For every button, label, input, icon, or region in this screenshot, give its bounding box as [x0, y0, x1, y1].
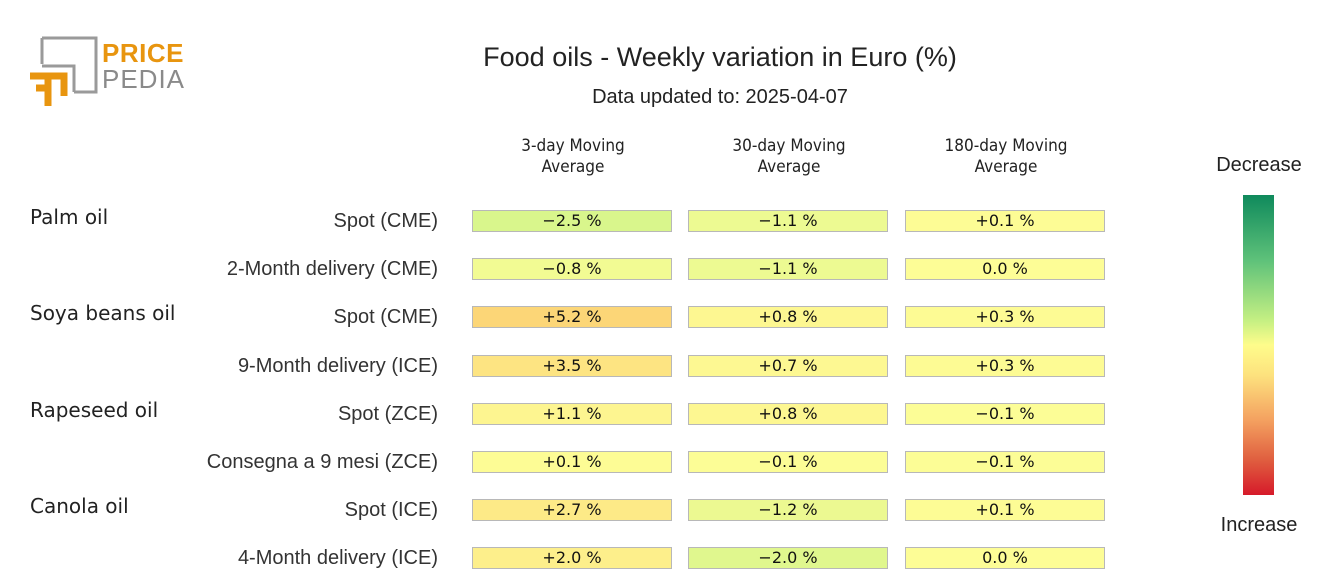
row-label: Spot (ZCE): [337, 402, 438, 425]
scale-label-increase: Increase: [1220, 514, 1298, 536]
pricepedia-logo: PRICE PEDIA: [28, 36, 188, 110]
heatmap-cell: +1.1 %: [472, 402, 672, 425]
group-label: Palm oil: [30, 205, 109, 229]
heatmap-cell: +0.8 %: [688, 402, 888, 425]
logo-wordmark: PRICE PEDIA: [102, 40, 185, 92]
color-scale-bar: [1243, 195, 1274, 495]
chart-subtitle: Data updated to: 2025-04-07: [592, 86, 848, 108]
heatmap-cell: −2.0 %: [688, 547, 888, 570]
row-label: 2-Month delivery (CME): [226, 258, 438, 281]
heatmap-cell: +2.0 %: [472, 547, 672, 570]
row-label: Spot (CME): [333, 210, 438, 232]
heatmap-cell: +5.2 %: [472, 306, 672, 329]
row-label: 4-Month delivery (ICE): [237, 547, 438, 570]
heatmap-cell: +0.1 %: [472, 451, 672, 473]
heatmap-cell: +3.5 %: [472, 354, 672, 377]
column-header: 180-day Moving Average: [944, 136, 1068, 177]
row-label: 9-Month delivery (ICE): [237, 354, 438, 377]
heatmap-cell: +0.1 %: [905, 210, 1105, 232]
heatmap-cell: +0.3 %: [905, 354, 1105, 377]
row-label: Consegna a 9 mesi (ZCE): [206, 451, 438, 473]
column-header: 3-day Moving Average: [521, 136, 625, 177]
scale-label-decrease: Decrease: [1216, 154, 1302, 176]
heatmap-cell: 0.0 %: [905, 258, 1105, 281]
row-label: Spot (ICE): [344, 499, 438, 522]
column-header: 30-day Moving Average: [732, 136, 846, 177]
heatmap-cell: −1.2 %: [688, 499, 888, 522]
heatmap-cell: −0.1 %: [688, 451, 888, 473]
heatmap-cell: +2.7 %: [472, 499, 672, 522]
chart-title: Food oils - Weekly variation in Euro (%): [483, 42, 957, 72]
heatmap-cell: +0.1 %: [905, 499, 1105, 522]
group-label: Rapeseed oil: [30, 397, 159, 422]
heatmap-cell: −1.1 %: [688, 258, 888, 281]
heatmap-cell: +0.8 %: [688, 306, 888, 329]
row-label: Spot (CME): [333, 306, 438, 329]
heatmap-cell: −1.1 %: [688, 210, 888, 232]
heatmap-cell: −0.1 %: [905, 402, 1105, 425]
heatmap-cell: 0.0 %: [905, 547, 1105, 570]
group-label: Canola oil: [30, 494, 129, 519]
heatmap-cell: −0.8 %: [472, 258, 672, 281]
heatmap-cell: +0.3 %: [905, 306, 1105, 329]
heatmap-cell: +0.7 %: [688, 354, 888, 377]
heatmap-cell: −2.5 %: [472, 210, 672, 232]
logo-word-price: PRICE: [102, 38, 184, 68]
pricepedia-logo-mark: [30, 36, 98, 106]
heatmap-cell: −0.1 %: [905, 451, 1105, 473]
logo-word-pedia: PEDIA: [102, 64, 186, 94]
group-label: Soya beans oil: [30, 301, 176, 326]
